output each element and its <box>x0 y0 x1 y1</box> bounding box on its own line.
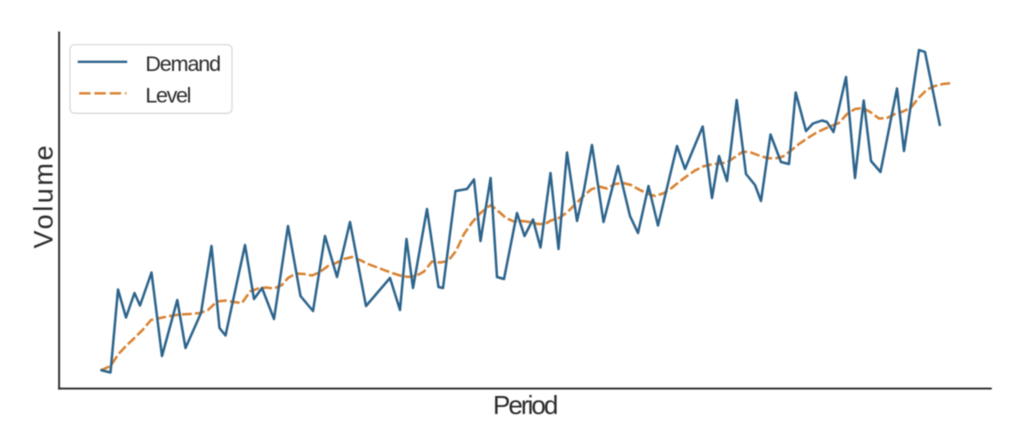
svg-text:Volume: Volume <box>28 146 58 249</box>
svg-text:Level: Level <box>145 84 191 108</box>
svg-text:Demand: Demand <box>145 52 221 76</box>
svg-text:Period: Period <box>493 390 558 420</box>
